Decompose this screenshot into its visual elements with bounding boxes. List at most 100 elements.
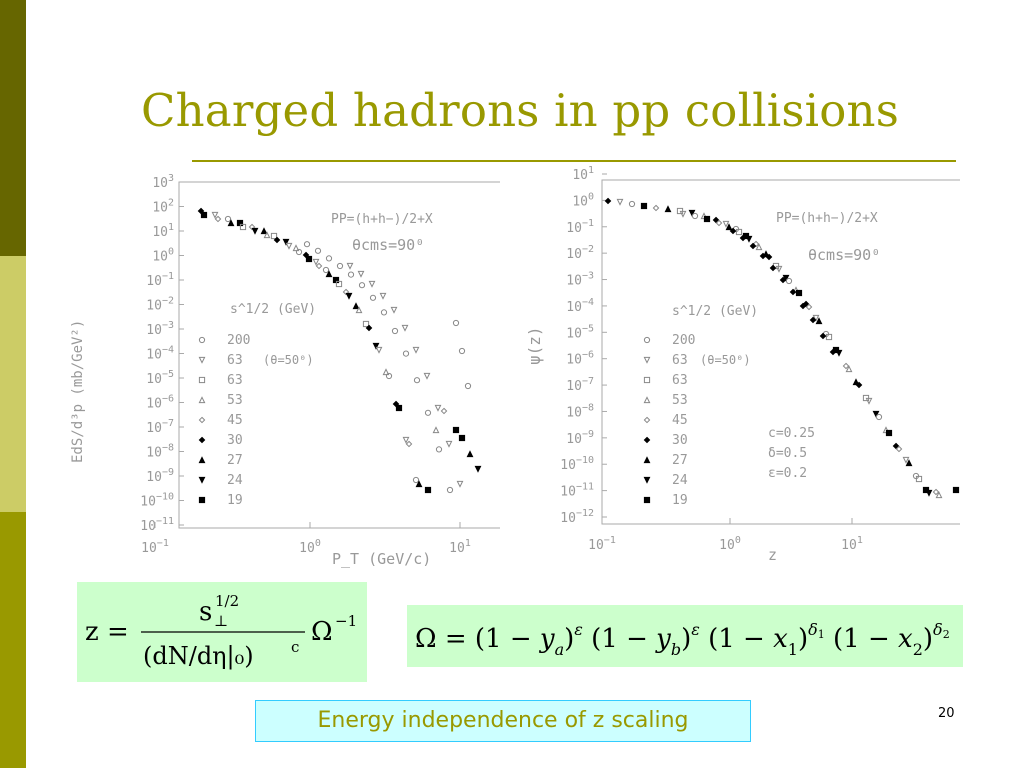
lp-data-point — [385, 372, 393, 380]
rp-data-point — [722, 220, 730, 228]
lp-legend-label: 19 — [227, 493, 243, 508]
left-plot-legend-note: (θ=50⁰) — [263, 353, 314, 367]
lp-y-tick-label: 10−6 — [146, 394, 174, 412]
lp-data-point — [292, 244, 300, 252]
lp-data-point — [200, 211, 208, 219]
caption-box: Energy independence of z scaling — [255, 700, 751, 742]
lp-data-point — [362, 320, 370, 328]
rp-data-point — [782, 274, 790, 282]
lp-y-tick-label: 102 — [152, 198, 174, 216]
lp-data-point — [474, 465, 482, 473]
lp-data-point — [214, 215, 222, 223]
rp-y-tick-label: 100 — [572, 191, 594, 209]
rp-data-point — [905, 459, 913, 467]
right-plot: 101 100 10−1 10−2 10−3 10−4 10−5 10−6 10−7 10−8 10… — [525, 165, 960, 564]
left-plot-ylabel: EdS/d³p (mb/GeV²) — [70, 320, 86, 463]
rp-x-tick-label: 10−1 — [588, 535, 616, 553]
left-plot-process: PP=(h+h−)/2+X — [331, 212, 433, 227]
rp-data-point — [652, 204, 660, 212]
lp-data-point — [382, 368, 390, 376]
left-plot-legend-title: s^1/2 (GeV) — [230, 302, 316, 317]
lp-y-tick-label: 10−4 — [146, 345, 174, 363]
lp-legend-marker — [198, 456, 206, 464]
lp-x-tick-label: 10−1 — [141, 538, 169, 556]
lp-data-point — [211, 211, 219, 219]
right-plot-legend-title: s^1/2 (GeV) — [672, 304, 758, 319]
left-plot-points — [197, 207, 482, 494]
sidebar-block-middle — [0, 256, 26, 512]
lp-data-point — [251, 227, 259, 235]
rp-legend-marker — [643, 496, 651, 504]
rp-data-point — [616, 198, 624, 206]
rp-data-point — [604, 197, 612, 205]
rp-data-point — [795, 289, 803, 297]
lp-data-point — [358, 282, 366, 289]
rp-y-tick-label: 10−7 — [566, 376, 594, 394]
lp-legend-label: 200 — [227, 333, 250, 348]
rp-data-point — [872, 410, 880, 418]
rp-data-point — [785, 277, 793, 285]
lp-data-point — [345, 292, 353, 300]
right-plot-x-ticks: 10−1 100 101 — [588, 518, 863, 553]
lp-legend-label: 63 — [227, 353, 243, 368]
lp-data-point — [227, 219, 235, 227]
rp-data-point — [775, 265, 783, 273]
lp-x-tick-label: 101 — [449, 538, 471, 556]
lp-data-point — [248, 223, 256, 231]
lp-data-point — [368, 280, 376, 288]
rp-legend-marker — [643, 436, 651, 444]
rp-data-point — [628, 200, 636, 208]
rp-data-point — [835, 349, 843, 357]
lp-data-point — [452, 319, 460, 327]
lp-data-point — [415, 480, 423, 488]
rp-data-point — [799, 302, 807, 310]
formula2-expression: Ω = (1 − ya)ε (1 − yb)ε (1 − x1)δ1 (1 − … — [415, 620, 950, 659]
rp-data-point — [789, 288, 797, 296]
rp-data-point — [703, 215, 711, 223]
rp-data-point — [932, 488, 940, 496]
right-plot-xlabel: z — [768, 546, 777, 564]
right-plot-param: c=0.25 — [768, 426, 815, 441]
rp-data-point — [735, 228, 743, 236]
rp-legend-label: 30 — [672, 433, 688, 448]
lp-legend-marker — [198, 416, 206, 424]
right-plot-y-ticks: 101 100 10−1 10−2 10−3 10−4 10−5 10−6 10−7 10−8 10… — [560, 165, 607, 526]
lp-data-point — [303, 241, 311, 248]
rp-legend-label: 45 — [672, 413, 688, 428]
lp-data-point — [372, 342, 380, 350]
lp-data-point — [312, 258, 320, 266]
lp-data-point — [446, 486, 454, 494]
formula1-denominator: (dN/dη|₀) — [143, 642, 254, 671]
lp-legend-marker — [198, 496, 206, 504]
rp-legend-label: 24 — [672, 473, 688, 488]
rp-data-point — [952, 486, 960, 494]
rp-x-tick-label: 101 — [841, 535, 863, 553]
lp-y-tick-label: 10−5 — [146, 369, 174, 387]
rp-data-point — [892, 442, 900, 450]
lp-data-point — [375, 346, 383, 354]
lp-data-point — [305, 255, 313, 263]
rp-legend-marker — [643, 376, 651, 384]
right-plot-legend-note: (θ=50⁰) — [700, 353, 751, 367]
lp-y-tick-label: 10−8 — [146, 443, 174, 461]
rp-data-point — [852, 378, 860, 386]
left-plot-legend: 200 63 63 53 45 30 27 24 19 — [198, 333, 250, 508]
right-plot-ylabel: ψ(z) — [525, 326, 544, 365]
lp-data-point — [466, 450, 474, 458]
rp-legend-label: 63 — [672, 353, 688, 368]
right-plot-process: PP=(h+h−)/2+X — [776, 211, 878, 226]
lp-data-point — [435, 446, 443, 453]
rp-y-tick-label: 10−1 — [566, 218, 594, 236]
lp-legend-marker — [198, 436, 206, 444]
lp-y-tick-label: 103 — [152, 173, 174, 191]
rp-data-point — [812, 314, 820, 322]
lp-data-point — [413, 377, 421, 384]
lp-data-point — [260, 227, 268, 235]
lp-legend-label: 27 — [227, 453, 243, 468]
lp-legend-label: 63 — [227, 373, 243, 388]
lp-legend-marker — [198, 356, 206, 364]
z-definition-formula: z = s 1/2 ⊥ (dN/dη|₀) c Ω −1 — [77, 582, 367, 682]
lp-legend-marker — [198, 336, 206, 344]
formula1-den-sup: c — [291, 638, 299, 656]
lp-data-point — [424, 409, 432, 416]
